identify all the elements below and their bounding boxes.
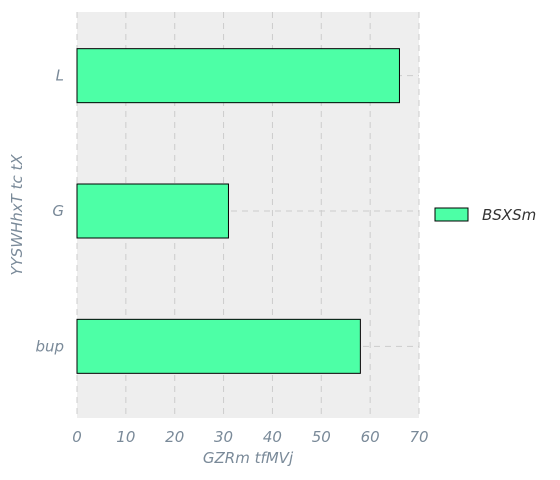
- x-tick-label: 0: [72, 428, 82, 446]
- bar-G: [76, 183, 229, 239]
- y-axis-label: YYSWHhxT tc tX: [8, 154, 26, 276]
- legend-label: BSXSm: [482, 206, 536, 224]
- y-tick-label: bup: [35, 337, 64, 355]
- x-tick-label: 20: [165, 428, 184, 446]
- x-tick-label: 30: [214, 428, 233, 446]
- x-tick-label: 70: [409, 428, 428, 446]
- x-tick-label: 60: [361, 428, 380, 446]
- y-tick-label: L: [56, 67, 64, 85]
- x-tick-labels: 0 10 20 30 40 50 60 70: [72, 428, 428, 446]
- bar-bup: [76, 318, 361, 374]
- x-tick-label: 50: [312, 428, 331, 446]
- legend: BSXSm: [434, 206, 536, 224]
- bars: [76, 48, 400, 374]
- legend-swatch: [434, 207, 469, 222]
- x-tick-label: 10: [116, 428, 135, 446]
- x-tick-label: 40: [263, 428, 282, 446]
- x-axis-label: GZRm tfMVj: [203, 449, 294, 467]
- bar-L: [76, 48, 400, 104]
- y-tick-label: G: [52, 202, 64, 220]
